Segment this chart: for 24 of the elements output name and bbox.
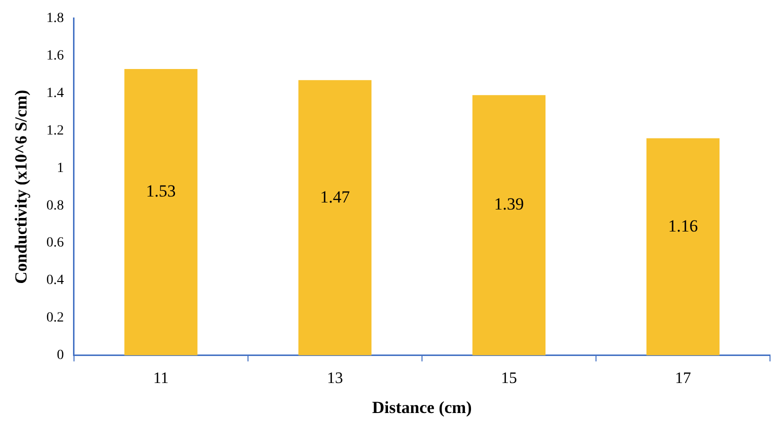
y-tick-label: 0.8 [46,198,64,214]
x-axis-title: Distance (cm) [372,398,472,418]
bar [298,80,372,356]
y-tick-label: 0 [56,348,64,364]
x-tick-label: 11 [153,370,169,388]
bar [646,138,720,356]
bar [124,68,198,356]
data-label: 1.53 [146,182,176,201]
y-tick-label: 1 [56,160,64,176]
y-tick-label: 1.2 [46,123,64,138]
x-tick-label: 13 [326,370,343,388]
data-label: 1.16 [668,216,698,236]
y-tick-label: 0.2 [46,310,64,326]
x-tick-label: 15 [500,370,517,388]
y-axis-title: Conductivity (x10^6 S/cm) [12,90,31,284]
y-tick-label: 1.8 [46,11,64,26]
y-tick-label: 0.6 [46,236,64,251]
data-label: 1.47 [320,187,350,206]
bar [472,95,546,356]
y-tick-label: 0.4 [46,273,64,288]
x-tick-label: 17 [674,370,691,388]
data-label: 1.39 [494,194,524,214]
y-tick-label: 1.6 [46,48,64,64]
y-tick-label: 1.4 [46,86,64,101]
